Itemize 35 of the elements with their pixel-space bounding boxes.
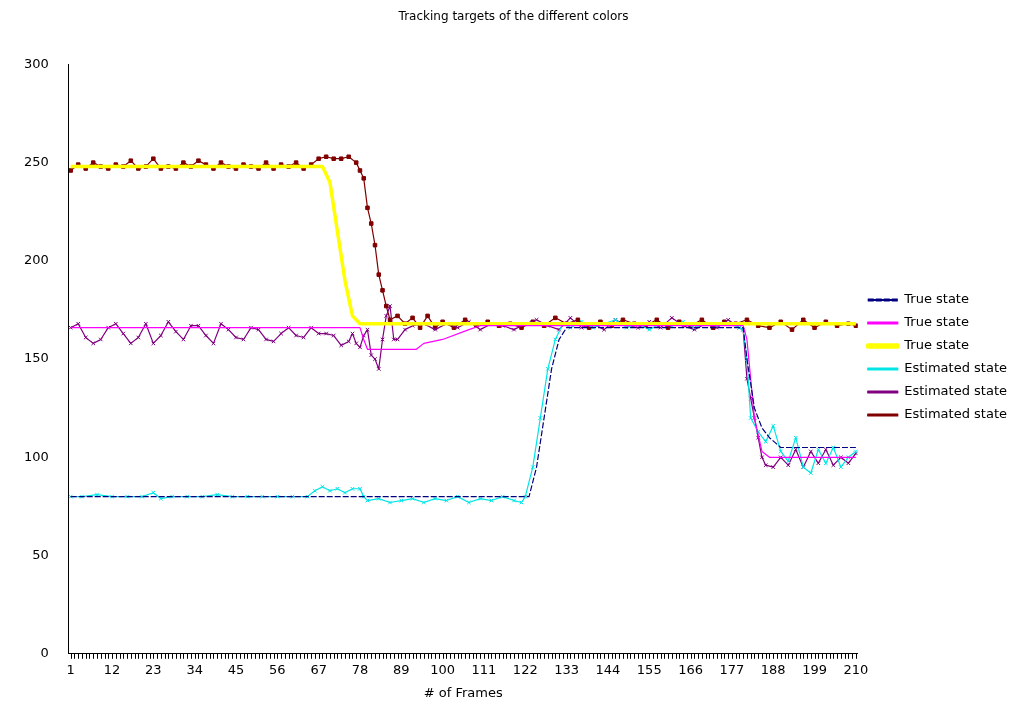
x-tick-label: 23 <box>145 661 162 677</box>
x-tick-label: 155 <box>636 661 662 677</box>
legend-label: Estimated state <box>904 406 1008 422</box>
x-tick-label: 199 <box>802 661 827 677</box>
x-tick-label: 1 <box>66 661 75 677</box>
x-tick-label: 188 <box>760 661 786 677</box>
y-tick-label: 150 <box>23 350 49 366</box>
x-tick-label: 210 <box>843 661 869 677</box>
x-tick-label: 45 <box>227 661 245 677</box>
legend-label: Estimated state <box>904 360 1008 376</box>
x-tick-label: 78 <box>351 661 369 677</box>
y-tick-label: 0 <box>40 645 49 661</box>
x-tick-label: 144 <box>595 661 621 677</box>
x-tick-label: 111 <box>471 661 497 677</box>
chart-title: Tracking targets of the different colors <box>397 9 629 24</box>
x-tick-label: 89 <box>393 661 410 677</box>
x-tick-label: 67 <box>310 661 327 677</box>
legend-label: True state <box>903 314 969 330</box>
y-tick-label: 250 <box>23 154 49 170</box>
y-tick-label: 300 <box>23 55 49 71</box>
x-tick-label: 12 <box>103 661 121 677</box>
x-tick-label: 166 <box>678 661 703 677</box>
x-tick-label: 34 <box>186 661 203 677</box>
y-tick-label: 100 <box>23 448 49 464</box>
legend-label: Estimated state <box>904 383 1008 399</box>
x-tick-label: 122 <box>512 661 538 677</box>
x-tick-label: 177 <box>719 661 745 677</box>
y-tick-label: 200 <box>23 252 49 268</box>
x-tick-label: 100 <box>430 661 456 677</box>
x-tick-label: 56 <box>269 661 286 677</box>
x-tick-label: 133 <box>554 661 580 677</box>
x-axis-title: # of Frames <box>423 684 503 700</box>
legend-label: True state <box>903 337 969 353</box>
legend-label: True state <box>903 291 969 307</box>
y-tick-label: 50 <box>32 546 49 562</box>
